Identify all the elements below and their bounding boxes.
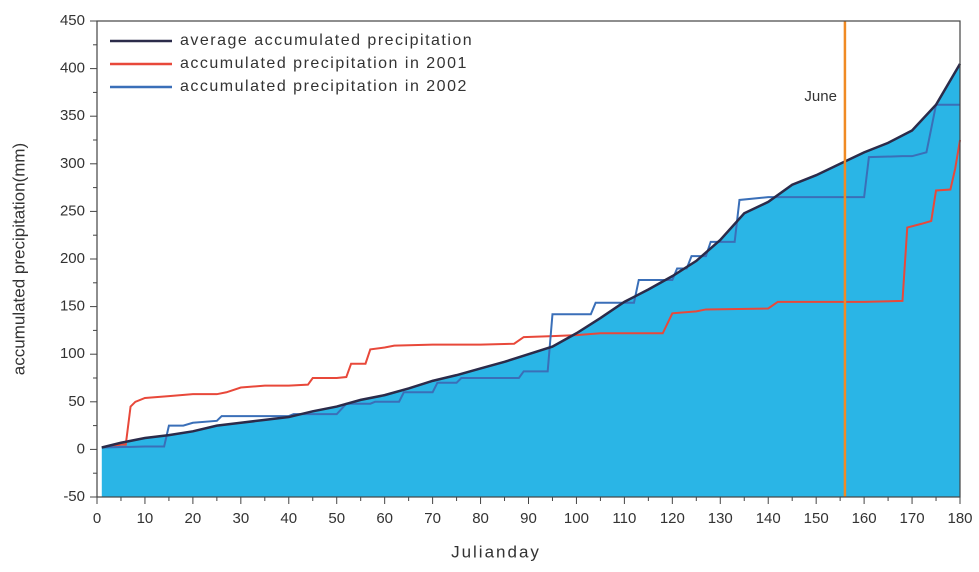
x-tick-label: 160 [852, 510, 877, 527]
x-tick-label: 40 [280, 510, 297, 527]
y-tick-label: -50 [63, 488, 85, 505]
series-line [101, 63, 962, 449]
y-tick-label: 350 [60, 107, 85, 124]
legend-label: average accumulated precipitation [180, 32, 473, 49]
x-tick-label: 170 [900, 510, 925, 527]
x-tick-label: 0 [93, 510, 101, 527]
x-tick-label: 70 [424, 510, 441, 527]
x-tick-label: 180 [947, 510, 972, 527]
y-tick-label: 0 [77, 440, 85, 457]
series-line [101, 139, 961, 449]
y-tick-label: 50 [68, 393, 85, 410]
x-tick-label: 50 [328, 510, 345, 527]
y-tick-label: 150 [60, 298, 85, 315]
area [101, 63, 961, 498]
x-tick-label: 110 [612, 510, 636, 527]
x-tick-label: 60 [376, 510, 393, 527]
y-tick-label: 300 [60, 155, 85, 172]
x-tick-label: 10 [137, 510, 154, 527]
legend-label: accumulated precipitation in 2001 [180, 55, 468, 72]
x-tick-label: 130 [708, 510, 733, 527]
x-tick-label: 90 [520, 510, 537, 527]
y-axis-label: accumulated precipitation(mm) [9, 143, 28, 375]
x-tick-label: 100 [564, 510, 589, 527]
x-tick-label: 30 [232, 510, 249, 527]
x-tick-label: 150 [804, 510, 829, 527]
series-line [101, 103, 960, 449]
y-tick-label: 250 [60, 202, 85, 219]
x-tick-label: 20 [185, 510, 202, 527]
y-tick-label: 100 [60, 345, 85, 362]
legend-label: accumulated precipitation in 2002 [180, 78, 468, 95]
y-tick-label: 400 [60, 60, 85, 77]
x-tick-label: 140 [756, 510, 781, 527]
y-tick-label: 200 [60, 250, 85, 267]
annotation-text: June [804, 88, 837, 105]
x-tick-label: 120 [660, 510, 685, 527]
y-tick-label: 450 [60, 12, 85, 29]
x-axis-label: Julianday [451, 542, 541, 561]
x-tick-label: 80 [472, 510, 489, 527]
